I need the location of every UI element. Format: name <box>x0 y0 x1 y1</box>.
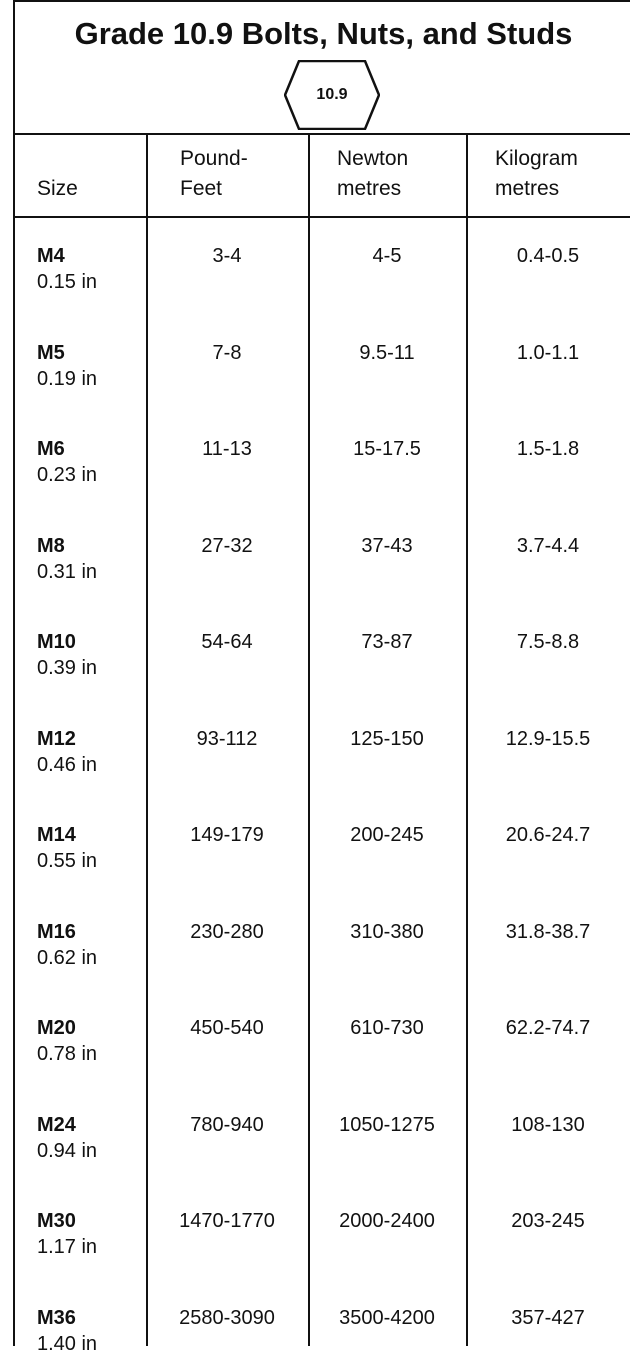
header-kilogram-metres-line2: metres <box>495 177 560 200</box>
torque-kgm-cell: 357-427 <box>511 1306 585 1329</box>
torque-kgm-cell: 7.5-8.8 <box>516 631 580 653</box>
column-divider-2 <box>308 135 310 1346</box>
torque-kgm-cell: 1.0-1.1 <box>516 341 580 364</box>
torque-kgm-cell: 20.6-24.7 <box>505 824 591 846</box>
torque-nm-cell: 1050-1275 <box>339 1113 435 1136</box>
size-inches: 0.62 in <box>37 946 98 969</box>
torque-kgm-cell: 0.4-0.5 <box>516 245 580 267</box>
torque-nm-cell: 15-17.5 <box>353 438 421 460</box>
torque-kgm-cell: 62.2-74.7 <box>505 1017 591 1039</box>
page-title: Grade 10.9 Bolts, Nuts, and Studs <box>74 16 573 51</box>
size-inches: 1.17 in <box>37 1236 98 1258</box>
size-metric: M6 <box>37 438 65 460</box>
size-metric: M12 <box>37 727 76 750</box>
torque-nm-cell: 3500-4200 <box>339 1306 435 1329</box>
size-metric: M20 <box>37 1017 76 1039</box>
torque-kgm-cell: 108-130 <box>511 1113 585 1136</box>
table-left-border <box>13 135 15 1346</box>
size-inches: 0.39 in <box>37 657 98 679</box>
size-metric: M8 <box>37 534 65 557</box>
hexagon-outline <box>284 60 380 130</box>
header-separator <box>13 216 630 218</box>
torque-nm-cell: 610-730 <box>350 1017 424 1039</box>
size-inches: 1.40 in <box>37 1332 98 1355</box>
size-metric: M5 <box>37 341 65 364</box>
header-newton-metres-line2: metres <box>337 177 402 200</box>
size-inches: 0.55 in <box>37 850 98 872</box>
torque-nm-cell: 310-380 <box>350 920 424 943</box>
torque-lbft-cell: 230-280 <box>190 920 264 943</box>
torque-kgm-cell: 3.7-4.4 <box>516 534 580 557</box>
header-newton-metres-line1: Newton <box>337 147 409 170</box>
column-divider-1 <box>146 135 148 1346</box>
torque-kgm-cell: 12.9-15.5 <box>505 727 591 750</box>
header-pound-feet-line2: Feet <box>180 177 223 200</box>
torque-nm-cell: 9.5-11 <box>359 341 415 364</box>
size-metric: M4 <box>37 245 65 267</box>
size-inches: 0.15 in <box>37 271 98 293</box>
torque-kgm-cell: 1.5-1.8 <box>516 438 580 460</box>
torque-lbft-cell: 149-179 <box>190 824 264 846</box>
torque-lbft-cell: 2580-3090 <box>179 1306 275 1329</box>
size-metric: M16 <box>37 920 76 943</box>
torque-lbft-cell: 450-540 <box>190 1017 264 1039</box>
size-metric: M24 <box>37 1113 76 1136</box>
grade-marking: 10.9 <box>316 86 348 103</box>
torque-kgm-cell: 203-245 <box>511 1210 585 1232</box>
torque-nm-cell: 37-43 <box>361 534 413 557</box>
torque-lbft-cell: 1470-1770 <box>179 1210 275 1232</box>
size-metric: M14 <box>37 824 76 846</box>
title-box: Grade 10.9 Bolts, Nuts, and Studs 10.9 <box>13 0 630 135</box>
size-inches: 0.78 in <box>37 1043 98 1065</box>
torque-lbft-cell: 93-112 <box>196 727 258 750</box>
header-kilogram-metres-line1: Kilogram <box>495 147 578 170</box>
size-inches: 0.94 in <box>37 1139 98 1162</box>
torque-nm-cell: 73-87 <box>361 631 413 653</box>
size-metric: M10 <box>37 631 76 653</box>
torque-nm-cell: 4-5 <box>372 245 402 267</box>
header-size: Size <box>37 177 78 200</box>
torque-nm-cell: 125-150 <box>350 727 424 750</box>
size-inches: 0.46 in <box>37 753 98 776</box>
size-metric: M36 <box>37 1306 76 1329</box>
hexagon-bolt-head-icon: 10.9 <box>284 60 380 130</box>
torque-lbft-cell: 11-13 <box>202 438 252 460</box>
size-inches: 0.19 in <box>37 367 98 390</box>
torque-nm-cell: 2000-2400 <box>339 1210 435 1232</box>
torque-lbft-cell: 54-64 <box>201 631 253 653</box>
column-divider-3 <box>466 135 468 1346</box>
size-metric: M30 <box>37 1210 76 1232</box>
size-inches: 0.23 in <box>37 464 98 486</box>
size-inches: 0.31 in <box>37 560 98 583</box>
torque-kgm-cell: 31.8-38.7 <box>505 920 591 943</box>
torque-lbft-cell: 3-4 <box>212 245 242 267</box>
torque-lbft-cell: 780-940 <box>190 1113 264 1136</box>
torque-nm-cell: 200-245 <box>350 824 424 846</box>
header-pound-feet-line1: Pound- <box>180 147 248 170</box>
torque-lbft-cell: 7-8 <box>212 341 242 364</box>
torque-lbft-cell: 27-32 <box>201 534 253 557</box>
